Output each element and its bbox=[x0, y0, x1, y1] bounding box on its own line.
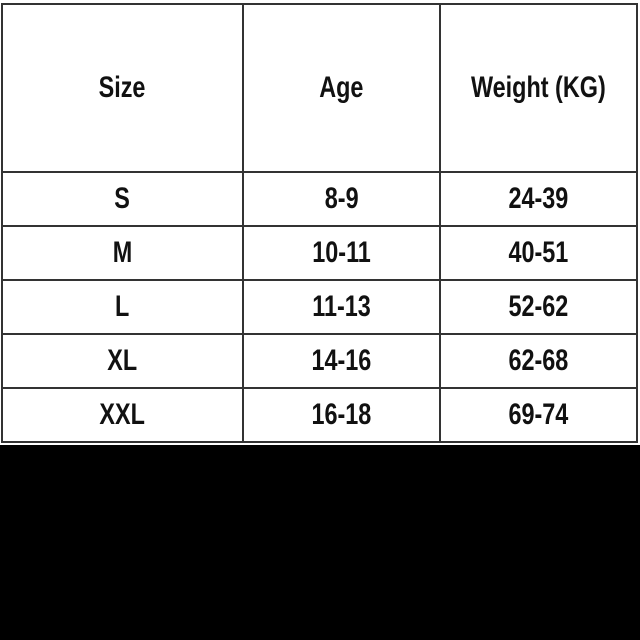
age-cell: 16-18 bbox=[242, 387, 441, 443]
table-row: S 8-9 24-39 bbox=[1, 171, 638, 227]
age-cell: 8-9 bbox=[242, 171, 441, 227]
size-cell: S bbox=[1, 171, 244, 227]
age-cell: 14-16 bbox=[242, 333, 441, 389]
header-row: Size Age Weight (KG) bbox=[1, 3, 638, 173]
table-row: L 11-13 52-62 bbox=[1, 279, 638, 335]
weight-cell: 52-62 bbox=[439, 279, 638, 335]
header-age: Age bbox=[242, 3, 441, 173]
header-size: Size bbox=[1, 3, 244, 173]
size-cell: L bbox=[1, 279, 244, 335]
weight-cell: 69-74 bbox=[439, 387, 638, 443]
size-cell: XL bbox=[1, 333, 244, 389]
table-row: XL 14-16 62-68 bbox=[1, 333, 638, 389]
age-cell: 11-13 bbox=[242, 279, 441, 335]
weight-cell: 62-68 bbox=[439, 333, 638, 389]
age-cell: 10-11 bbox=[242, 225, 441, 281]
size-cell: XXL bbox=[1, 387, 244, 443]
weight-cell: 24-39 bbox=[439, 171, 638, 227]
size-table: Size Age Weight (KG) S 8-9 24-39 M 10-11… bbox=[1, 3, 638, 443]
size-chart: Size Age Weight (KG) S 8-9 24-39 M 10-11… bbox=[0, 0, 640, 445]
header-weight: Weight (KG) bbox=[439, 3, 638, 173]
table-row: XXL 16-18 69-74 bbox=[1, 387, 638, 443]
table-row: M 10-11 40-51 bbox=[1, 225, 638, 281]
size-cell: M bbox=[1, 225, 244, 281]
weight-cell: 40-51 bbox=[439, 225, 638, 281]
